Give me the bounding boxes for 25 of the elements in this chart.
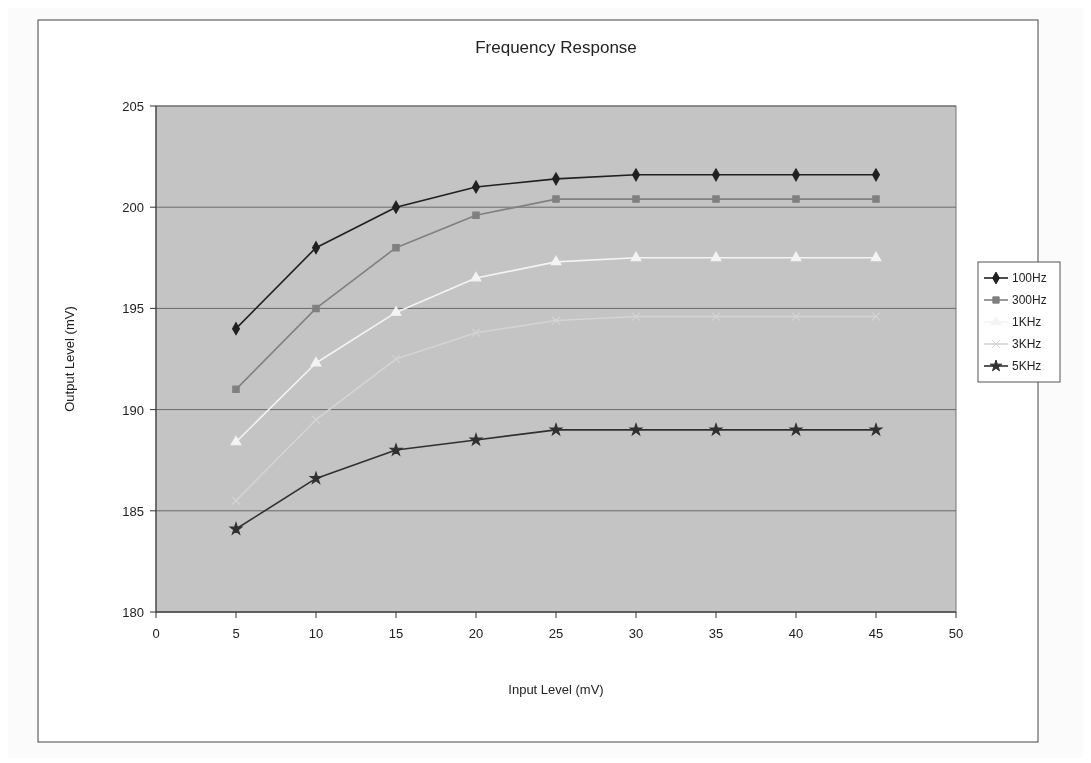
- y-axis-title: Output Level (mV): [62, 306, 77, 412]
- legend-label: 300Hz: [1012, 293, 1047, 307]
- x-tick-label: 10: [308, 626, 324, 641]
- x-tick-label: 30: [628, 626, 644, 641]
- y-tick-label: 180: [122, 605, 144, 620]
- x-tick-label: 20: [468, 626, 484, 641]
- x-axis-title: Input Level (mV): [508, 682, 604, 697]
- y-tick-label: 190: [122, 402, 144, 418]
- y-tick-label: 185: [122, 503, 144, 519]
- x-tick-label: 0: [152, 626, 160, 641]
- y-tick-label: 200: [122, 200, 144, 216]
- legend-label: 5KHz: [1012, 359, 1042, 373]
- chart-title: Frequency Response: [475, 38, 637, 57]
- x-tick-label: 45: [868, 626, 884, 641]
- x-tick-label: 25: [548, 626, 564, 641]
- x-tick-label: 50: [948, 626, 964, 641]
- x-tick-label: 35: [708, 626, 724, 641]
- legend-label: 1KHz: [1012, 315, 1042, 329]
- legend-label: 3KHz: [1012, 337, 1042, 351]
- y-tick-label: 195: [122, 301, 144, 317]
- x-tick-label: 15: [388, 626, 404, 641]
- x-tick-label: 40: [788, 626, 804, 641]
- y-tick-label: 205: [122, 99, 144, 114]
- x-tick-label: 5: [232, 626, 240, 641]
- legend-label: 100Hz: [1012, 271, 1047, 285]
